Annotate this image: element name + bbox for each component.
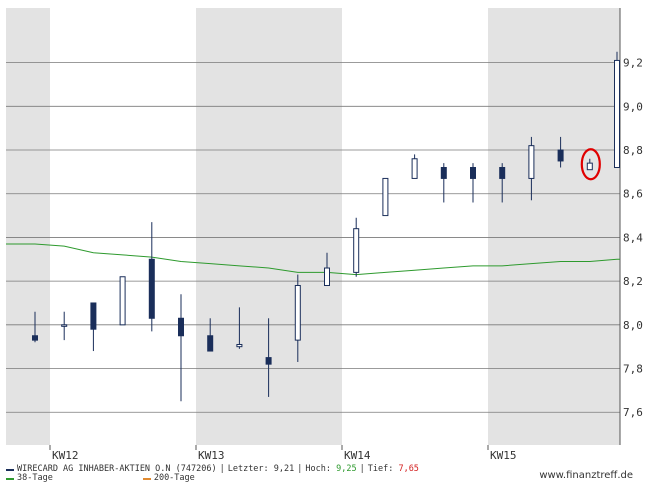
- candle-body: [411, 158, 418, 179]
- candle-body: [557, 149, 564, 162]
- legend-sma38-label: 38-Tage: [17, 473, 53, 483]
- candle-body: [586, 162, 593, 171]
- legend-sma200-label: 200-Tage: [153, 473, 195, 483]
- candle-body: [90, 302, 97, 330]
- candle-body: [32, 335, 38, 341]
- legend-stock-name: WIRECARD AG INHABER-AKTIEN O.N (747206): [17, 464, 217, 474]
- candle-body: [148, 258, 155, 319]
- candle-body: [440, 167, 447, 179]
- y-tick-label: 9,2: [623, 57, 643, 70]
- candle-body: [294, 284, 301, 341]
- chart-legend: WIRECARD AG INHABER-AKTIEN O.N (747206) …: [6, 465, 536, 483]
- x-week-label: KW14: [344, 449, 371, 462]
- y-tick-label: 8,4: [623, 231, 643, 244]
- candle-body: [207, 335, 214, 352]
- legend-swatch-sma200: [142, 477, 151, 480]
- legend-low-value: 7,65: [398, 464, 419, 474]
- legend-last-value: 9,21: [273, 464, 295, 474]
- legend-last-label: Letzter:: [227, 464, 269, 474]
- legend-high-value: 9,25: [336, 464, 357, 474]
- candle-body: [528, 145, 535, 179]
- y-tick-label: 8,2: [623, 275, 643, 288]
- legend-row-averages: 38-Tage 200-Tage: [6, 474, 536, 483]
- y-tick-label: 7,8: [623, 363, 643, 376]
- candle-body: [614, 59, 620, 169]
- x-week-label: KW12: [52, 449, 79, 462]
- candle-body: [61, 324, 68, 327]
- legend-row-stock: WIRECARD AG INHABER-AKTIEN O.N (747206) …: [6, 465, 536, 474]
- y-tick-label: 8,6: [623, 188, 643, 201]
- y-tick-label: 9,0: [623, 100, 643, 113]
- y-tick-label: 8,8: [623, 144, 643, 157]
- week-shade-band: [488, 8, 620, 445]
- brand-watermark: www.finanztreff.de: [539, 470, 633, 481]
- legend-swatch-sma38: [6, 477, 14, 480]
- legend-separator: |: [219, 464, 225, 474]
- legend-separator: |: [297, 464, 303, 474]
- candle-body: [178, 317, 184, 337]
- legend-separator: |: [359, 464, 365, 474]
- legend-swatch-stock: [6, 468, 14, 471]
- candle-body: [353, 228, 360, 273]
- candle-body: [236, 343, 243, 348]
- x-week-label: KW13: [198, 449, 225, 462]
- highlight-circle: [580, 148, 601, 181]
- legend-high-label: Hoch:: [305, 464, 331, 474]
- x-week-label: KW15: [490, 449, 517, 462]
- candle-body: [265, 357, 272, 365]
- legend-low-label: Tief:: [367, 464, 394, 474]
- y-tick-label: 8,0: [623, 319, 643, 332]
- y-tick-label: 7,6: [623, 406, 643, 419]
- candle-body: [324, 267, 330, 286]
- candle-body: [119, 276, 126, 326]
- candle-body: [382, 177, 389, 217]
- week-shade-band: [6, 8, 50, 445]
- candle-body: [499, 167, 506, 179]
- candle-body: [470, 167, 476, 179]
